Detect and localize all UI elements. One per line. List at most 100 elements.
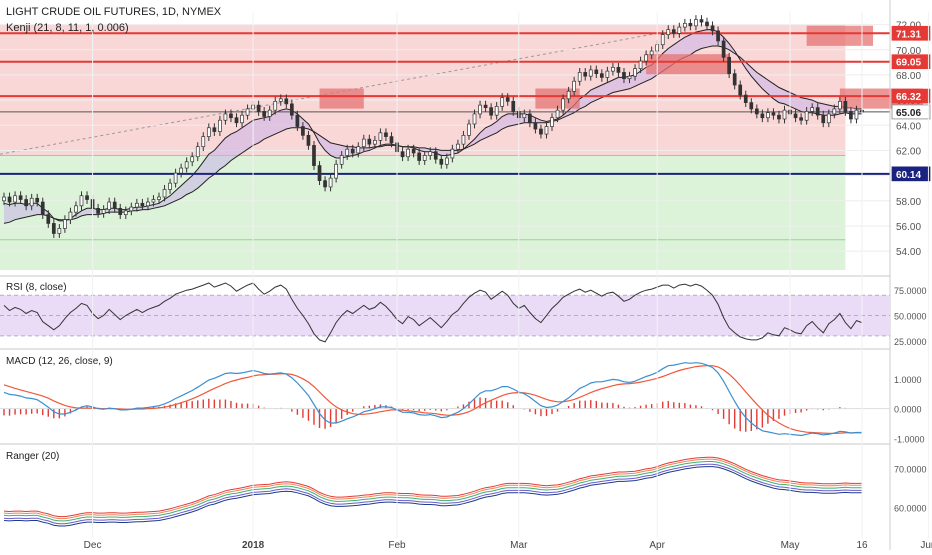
level-tag-69.05 — [891, 54, 931, 70]
candle-body — [184, 161, 189, 169]
candle-body — [74, 205, 78, 213]
candle-body — [384, 132, 388, 137]
candle-body — [815, 107, 820, 116]
candle-body — [688, 22, 693, 27]
candle-body — [616, 67, 621, 73]
candle-body — [400, 151, 405, 158]
candle-body — [13, 195, 17, 203]
candle-body — [467, 123, 471, 136]
rsi-line — [3, 282, 863, 343]
candle-body — [555, 109, 560, 119]
candle-body — [622, 72, 626, 80]
candle-body — [732, 73, 737, 86]
candle-body — [367, 138, 372, 145]
candle-body — [345, 148, 350, 156]
candle-body — [500, 97, 505, 107]
candle-body — [826, 113, 831, 124]
candle-body — [289, 103, 294, 116]
candle-body — [594, 69, 599, 75]
candle-body — [478, 104, 482, 115]
candle-body — [461, 134, 466, 145]
level-tag-text: 66.32 — [896, 92, 921, 103]
candle-body — [240, 114, 244, 124]
candle-body — [804, 111, 809, 121]
candle-body — [57, 228, 62, 234]
candle-body — [201, 136, 206, 148]
candle-body — [168, 182, 172, 190]
time-tick-label: Feb — [388, 540, 406, 550]
ranger-band-line — [3, 456, 862, 518]
macd-signal-line — [3, 365, 862, 434]
candle-body — [694, 19, 698, 27]
candle-body — [583, 72, 588, 77]
candle-body — [35, 197, 40, 203]
candle-body — [179, 167, 183, 174]
candle-body — [417, 152, 422, 161]
candle-body — [278, 98, 283, 102]
candle-body — [666, 29, 671, 36]
candle-body — [627, 75, 632, 80]
level-tag-65.06 — [891, 104, 931, 120]
candle-body — [79, 195, 84, 207]
candle-body — [439, 158, 444, 165]
ema-slow-line — [3, 45, 862, 224]
candle-body — [832, 108, 837, 115]
price-tick-label: 54.00 — [896, 247, 921, 258]
candle-body — [112, 201, 117, 209]
candle-body — [721, 40, 726, 58]
time-tick-label: Dec — [84, 540, 102, 550]
level-tag-60.14 — [891, 166, 931, 182]
candle-body — [389, 136, 394, 144]
candle-body — [2, 196, 6, 202]
candle-body — [494, 106, 499, 116]
candle-body — [539, 128, 543, 135]
candle-body — [68, 211, 73, 221]
candle-body — [190, 156, 195, 163]
candle-body — [450, 148, 455, 159]
rsi-tick-label: 50.0000 — [894, 312, 927, 322]
macd-line — [3, 362, 862, 437]
candle-body — [328, 177, 333, 188]
candle-body — [123, 210, 128, 215]
candle-body — [101, 209, 106, 214]
macd-tick-label: 1.0000 — [894, 375, 922, 385]
candle-body — [649, 50, 654, 56]
candle-body — [301, 126, 305, 136]
candle-body — [195, 146, 200, 158]
level-box — [806, 25, 874, 46]
price-tick-label: 58.00 — [896, 197, 921, 208]
candle-body — [7, 196, 12, 203]
candle-body — [140, 202, 145, 207]
candle-body — [234, 117, 239, 124]
candle-body — [505, 97, 510, 102]
candle-body — [611, 67, 615, 72]
ranger-tick-label: 60.0000 — [894, 504, 927, 514]
candle-body — [472, 113, 477, 125]
candle-body — [533, 122, 538, 130]
candle-body — [411, 148, 416, 154]
candle-body — [295, 114, 300, 127]
candle-body — [29, 197, 34, 207]
candle-body — [339, 155, 344, 165]
candle-body — [760, 113, 765, 119]
macd-tick-label: -1.0000 — [894, 435, 925, 445]
candle-body — [433, 151, 438, 160]
candle-body — [262, 111, 267, 117]
candle-body — [162, 189, 167, 198]
candle-body — [793, 113, 798, 119]
ranger-band-line — [3, 466, 862, 527]
candle-body — [118, 207, 123, 215]
candle-body — [173, 172, 178, 184]
level-box — [319, 88, 364, 109]
candle-body — [854, 109, 859, 120]
candle-body — [284, 98, 289, 105]
level-tag-66.32 — [891, 88, 931, 104]
candle-body — [838, 101, 842, 110]
rsi-tick-label: 25.0000 — [894, 337, 927, 347]
candle-body — [766, 112, 770, 119]
candle-body — [727, 56, 731, 75]
price-tick-label: 68.00 — [896, 71, 921, 82]
candle-body — [206, 127, 211, 137]
candle-body — [245, 108, 250, 116]
